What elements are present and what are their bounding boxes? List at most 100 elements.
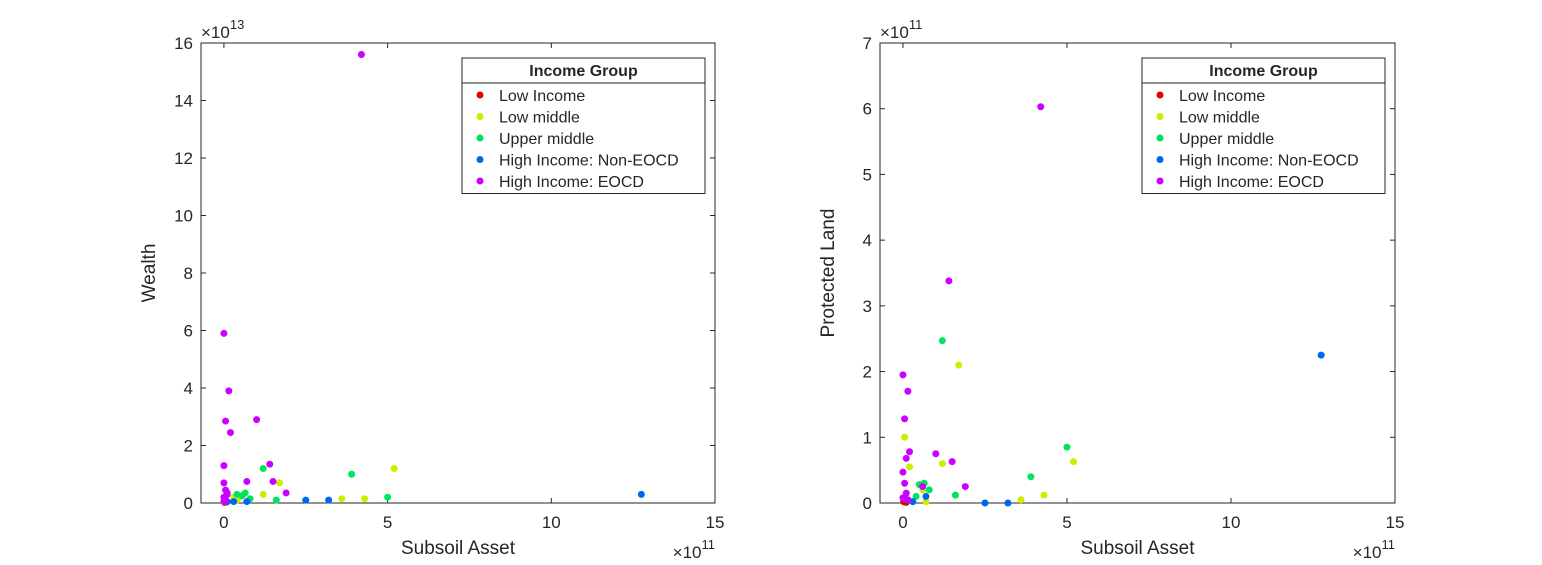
data-point [253, 416, 261, 424]
data-point [899, 468, 907, 476]
x-exponent-power: 11 [702, 537, 716, 552]
legend-marker [476, 134, 484, 142]
x-axis-title: Subsoil Asset [1080, 538, 1195, 559]
protected-land-vs-subsoil-chart: 0 5 10 15 0 1 2 3 4 5 6 7 Subsoil Asset Protected Lan… [818, 17, 1404, 562]
data-point [1063, 443, 1071, 451]
data-point [338, 495, 346, 503]
data-point [901, 433, 909, 441]
data-point [259, 490, 267, 498]
x-tick-label: 15 [1386, 513, 1405, 532]
data-point [904, 496, 912, 504]
x-tick-label: 0 [898, 513, 907, 532]
data-point [948, 458, 956, 466]
data-point [938, 337, 946, 345]
data-point [1317, 351, 1325, 359]
legend: Income Group Low Income Low middle Upper mi… [1141, 57, 1386, 194]
data-point [361, 495, 369, 503]
data-point [938, 460, 946, 468]
y-tick-label: 2 [863, 363, 872, 382]
data-point [1037, 103, 1045, 111]
y-tick-label: 8 [184, 264, 193, 283]
x-tick-label: 10 [542, 513, 561, 532]
y-tick-label: 14 [174, 92, 193, 111]
data-point [230, 498, 238, 506]
legend-marker [1156, 113, 1164, 120]
series-4 [220, 51, 365, 506]
x-tick-label: 10 [1222, 513, 1241, 532]
x-tick-label: 5 [383, 513, 392, 532]
legend-marker [476, 113, 484, 120]
y-tick-label: 6 [184, 322, 193, 341]
legend-entry-label: High Income: Non-EOCD [499, 153, 679, 170]
data-point [899, 371, 907, 379]
legend-box [461, 57, 706, 194]
data-point [390, 465, 398, 472]
y-axis-title: Wealth [139, 244, 160, 303]
data-point [922, 492, 930, 500]
y-axis-title: Protected Land [818, 209, 839, 338]
x-exponent-base: ×10 [1353, 543, 1382, 562]
y-tick-label: 3 [863, 297, 872, 316]
series-4 [899, 103, 1045, 504]
data-point [302, 496, 310, 504]
series-2 [233, 465, 392, 504]
x-tick-label: 5 [1062, 513, 1071, 532]
legend-marker [1156, 134, 1164, 142]
data-point [220, 329, 228, 337]
x-tick-label: 0 [219, 513, 228, 532]
data-point [223, 489, 231, 497]
legend-marker [476, 156, 484, 163]
legend-marker [1156, 177, 1164, 185]
data-point [220, 498, 228, 506]
y-exponent-label: ×1013 [201, 17, 244, 42]
legend-marker [476, 177, 484, 185]
y-tick-label: 12 [174, 149, 193, 168]
legend-box [1141, 57, 1386, 194]
data-point [922, 498, 930, 506]
data-point [384, 493, 392, 501]
y-exponent-base: ×10 [201, 23, 230, 42]
data-point [222, 417, 230, 425]
legend-entry-label: High Income: EOCD [1179, 174, 1324, 191]
data-point [945, 277, 953, 285]
data-point [925, 486, 933, 494]
legend-entry-label: Upper middle [499, 131, 594, 148]
legend-entry-label: Low Income [499, 88, 585, 105]
y-tick-label: 16 [174, 34, 193, 53]
data-point [348, 470, 356, 478]
wealth-vs-subsoil-chart: 0 5 10 15 0 2 4 6 8 10 12 14 16 Subsoil Asset Wealth ×1… [139, 17, 724, 562]
y-tick-label: 4 [184, 379, 193, 398]
data-point [1070, 458, 1078, 466]
legend-entry-label: Low middle [499, 110, 580, 127]
legend-entry-label: High Income: EOCD [499, 174, 644, 191]
data-point [981, 499, 989, 507]
x-exponent-base: ×10 [673, 543, 702, 562]
y-tick-label: 1 [863, 428, 872, 447]
data-point [951, 491, 959, 499]
y-tick-label: 6 [863, 100, 872, 119]
legend-entry-label: High Income: Non-EOCD [1179, 153, 1359, 170]
y-exponent-power: 13 [230, 17, 244, 32]
y-exponent-power: 11 [909, 17, 923, 32]
data-point [932, 450, 940, 458]
x-axis-title: Subsoil Asset [401, 538, 516, 559]
y-tick-label: 4 [863, 231, 872, 250]
y-exponent-label: ×1011 [880, 17, 922, 42]
data-point [901, 415, 909, 423]
data-point [902, 454, 910, 462]
data-point [226, 429, 234, 437]
legend-entry-label: Low Income [1179, 88, 1265, 105]
y-tick-label: 7 [863, 34, 872, 53]
series-2 [912, 337, 1071, 500]
x-exponent-power: 11 [1382, 537, 1396, 552]
data-point [919, 483, 927, 491]
data-point [901, 479, 909, 487]
data-point [259, 465, 267, 472]
x-exponent-label: ×1011 [1353, 537, 1395, 562]
data-point [276, 479, 284, 487]
data-point [243, 498, 251, 506]
legend-title: Income Group [529, 63, 638, 80]
x-exponent-label: ×1011 [673, 537, 715, 562]
data-point [637, 490, 645, 498]
